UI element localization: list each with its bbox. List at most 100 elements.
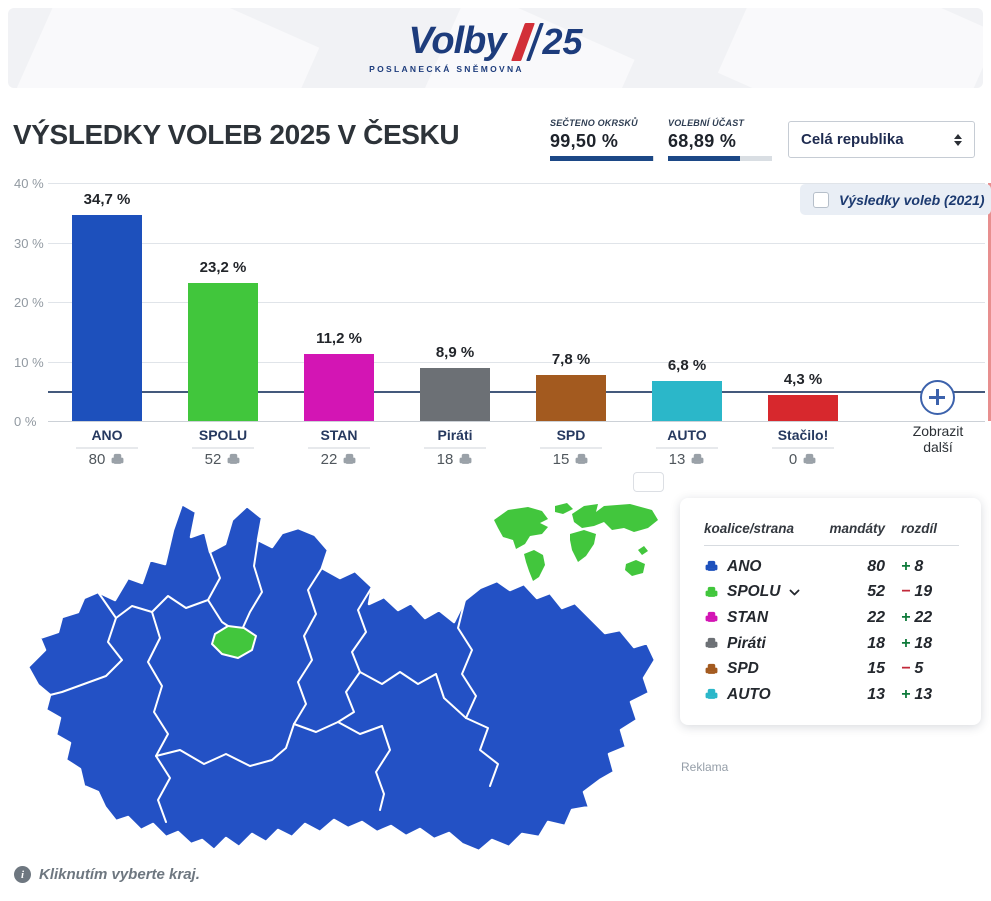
- stat-label: SEČTENO OKRSKŮ: [550, 118, 638, 128]
- bar-value-label: 23,2 %: [199, 259, 247, 276]
- volby-logo: Volby 25 POSLANECKÁ SNĚMOVNA: [8, 20, 983, 74]
- y-axis-tick: 40 %: [14, 176, 44, 191]
- party-underline: [192, 447, 254, 449]
- progress-fill: [550, 156, 654, 161]
- bar-SPOLU[interactable]: [188, 283, 258, 421]
- party-seats: 18: [395, 451, 515, 468]
- table-mandates-cell: 22: [867, 608, 885, 626]
- seat-icon: [111, 453, 124, 464]
- region-select[interactable]: Celá republika: [788, 121, 975, 158]
- table-mandates-cell: 52: [867, 583, 885, 601]
- table-diff-cell: +22: [901, 608, 933, 626]
- ad-label: Reklama: [681, 760, 729, 774]
- world-map-abroad[interactable]: [494, 503, 658, 581]
- table-party-cell: AUTO: [704, 686, 815, 704]
- region-select-value: Celá republika: [801, 131, 904, 148]
- table-row: STAN 22 +22: [704, 605, 959, 631]
- stat-counted-districts: SEČTENO OKRSKŮ 99,50 %: [550, 118, 654, 161]
- gridline: [48, 183, 985, 184]
- seat-icon: [705, 561, 718, 572]
- party-seats: 15: [511, 451, 631, 468]
- show-more-button[interactable]: [920, 380, 955, 415]
- seat-icon: [575, 453, 588, 464]
- table-diff-cell: +8: [901, 557, 924, 575]
- table-header-row: koalice/strana mandáty rozdíl: [704, 521, 959, 536]
- table-mandates-cell: 18: [867, 634, 885, 652]
- table-mandates-cell: 13: [867, 685, 885, 703]
- seat-icon: [705, 663, 718, 674]
- header-banner: Volby 25 POSLANECKÁ SNĚMOVNA: [8, 8, 983, 88]
- table-party-cell: ANO: [704, 558, 815, 576]
- party-label: AUTO: [667, 427, 707, 443]
- info-icon: i: [14, 866, 31, 883]
- progress-track: [668, 156, 772, 161]
- table-mandates-cell: 80: [867, 557, 885, 575]
- seat-icon: [227, 453, 240, 464]
- legend-2021-toggle[interactable]: Výsledky voleb (2021): [800, 184, 991, 215]
- y-axis-tick: 0 %: [14, 414, 37, 429]
- table-diff-cell: +13: [901, 685, 933, 703]
- bar-value-label: 4,3 %: [783, 371, 823, 389]
- czech-regions-map: [26, 502, 658, 853]
- party-label: SPOLU: [198, 427, 248, 443]
- table-row: AUTO 13 +13: [704, 682, 959, 708]
- map-prague-region[interactable]: [211, 625, 257, 659]
- stat-value: 99,50 %: [550, 131, 619, 151]
- table-row: Piráti 18 +18: [704, 631, 959, 657]
- seat-icon: [343, 453, 356, 464]
- col-header-party: koalice/strana: [704, 521, 795, 536]
- chevron-down-icon[interactable]: [788, 586, 801, 599]
- table-party-cell: Piráti: [704, 635, 815, 653]
- table-row: SPOLU 52 −19: [704, 580, 959, 606]
- table-divider: [704, 545, 959, 546]
- table-row: SPD 15 −5: [704, 656, 959, 682]
- map-hint: i Kliknutím vyberte kraj.: [14, 866, 200, 883]
- bar-AUTO[interactable]: [652, 380, 722, 421]
- bar-Stačilo![interactable]: [768, 395, 838, 421]
- bar-STAN[interactable]: [304, 354, 374, 421]
- bar-Piráti[interactable]: [420, 368, 490, 421]
- table-diff-cell: −19: [901, 583, 933, 601]
- table-diff-cell: +18: [901, 634, 933, 652]
- table-mandates-cell: 15: [867, 660, 885, 678]
- progress-track: [550, 156, 654, 161]
- map-hint-text: Kliknutím vyberte kraj.: [39, 866, 200, 883]
- clipped-next-bar: [988, 183, 991, 421]
- y-axis-tick: 30 %: [14, 235, 44, 251]
- party-label: STAN: [320, 427, 358, 443]
- col-header-mandates: mandáty: [829, 521, 885, 536]
- y-axis-tick: 10 %: [14, 354, 44, 370]
- map-country-region[interactable]: [26, 502, 657, 853]
- legend-2021-label: Výsledky voleb (2021): [839, 191, 985, 208]
- bar-ANO[interactable]: [72, 214, 142, 421]
- seat-icon: [705, 586, 718, 597]
- party-underline: [76, 447, 138, 449]
- seat-icon: [705, 689, 718, 700]
- stat-label: VOLEBNÍ ÚČAST: [668, 118, 745, 128]
- bar-SPD[interactable]: [536, 374, 606, 421]
- bar-value-label: 8,9 %: [435, 344, 475, 361]
- bar-value-label: 34,7 %: [83, 190, 131, 208]
- map-tooltip-box: [633, 472, 664, 492]
- party-seats: 80: [47, 451, 167, 468]
- seat-icon: [691, 453, 704, 464]
- mandates-table-card: koalice/strana mandáty rozdíl ANO 80 +8 …: [680, 498, 981, 725]
- y-axis-tick: 20 %: [14, 295, 44, 310]
- seat-icon: [705, 612, 718, 623]
- gridline: [48, 421, 985, 422]
- party-seats: 13: [627, 451, 747, 468]
- party-label: ANO: [91, 427, 123, 443]
- party-underline: [772, 447, 834, 449]
- party-label: Stačilo!: [777, 427, 829, 443]
- logo-year: 25: [542, 20, 583, 62]
- seat-icon: [803, 453, 816, 464]
- gridline: [48, 302, 985, 303]
- table-row: ANO 80 +8: [704, 554, 959, 580]
- bar-value-label: 6,8 %: [667, 356, 707, 374]
- checkbox-2021[interactable]: [813, 191, 829, 208]
- party-label: SPD: [556, 427, 586, 443]
- show-more-label: Zobrazit další: [912, 423, 964, 455]
- party-underline: [308, 447, 370, 449]
- gridline: [48, 361, 985, 363]
- col-header-diff: rozdíl: [901, 521, 937, 536]
